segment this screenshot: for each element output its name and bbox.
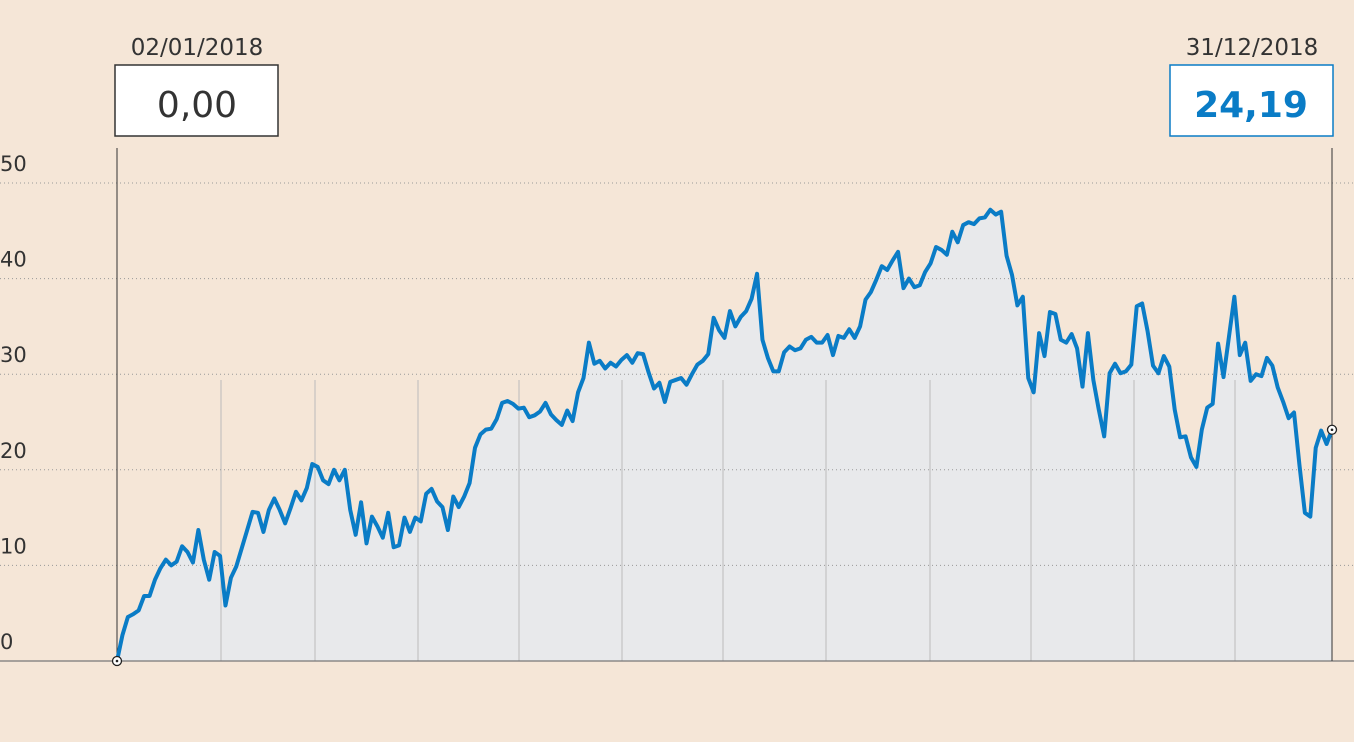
y-tick-label: 0 <box>0 630 13 654</box>
line <box>115 207 1334 662</box>
end-marker-dot <box>1330 428 1334 432</box>
end-box <box>1169 64 1334 137</box>
y-tick-label: 40 <box>0 248 27 272</box>
y-tick-label: 50 <box>0 152 27 176</box>
area <box>117 209 1332 661</box>
plot: 0 10 20 30 40 50 <box>0 148 1354 667</box>
start-box <box>114 64 279 137</box>
end-date: 31/12/2018 <box>1186 35 1319 61</box>
y-tick-label: 20 <box>0 439 27 463</box>
end-value: 24,19 <box>1194 85 1308 126</box>
y-tick-label: 30 <box>0 343 27 367</box>
start-marker-dot <box>115 659 119 663</box>
y-tick-label: 10 <box>0 534 27 558</box>
start-date: 02/01/2018 <box>131 35 264 61</box>
start-value: 0,00 <box>157 85 237 126</box>
